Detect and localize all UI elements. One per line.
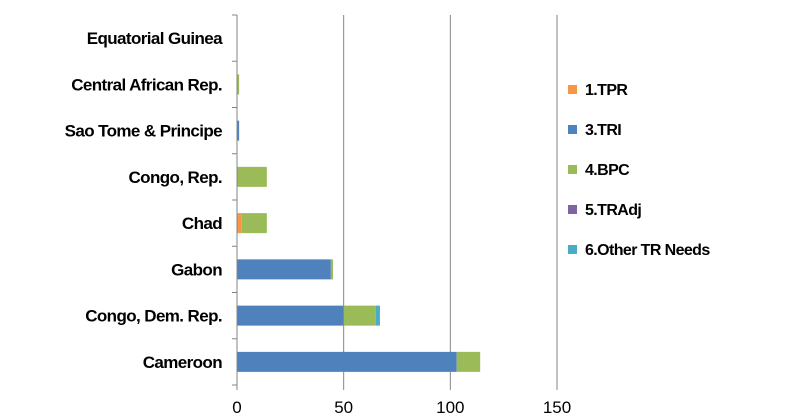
bar-segment (237, 74, 240, 95)
bar-segment (343, 305, 376, 326)
x-tick-label: 150 (543, 398, 571, 417)
legend-label: 6.Other TR Needs (585, 242, 710, 259)
category-label: Central African Rep. (71, 75, 222, 94)
bar-segment (375, 305, 380, 326)
x-tick-labels: 0 50 100 150 (232, 398, 571, 417)
bar-segment (456, 351, 481, 372)
legend-swatch (568, 85, 577, 94)
bar-segment (237, 213, 242, 234)
category-label: Cameroon (143, 353, 222, 372)
bar-segment (237, 259, 331, 280)
category-label: Congo, Dem. Rep. (85, 307, 222, 326)
bar-segment (241, 213, 267, 234)
legend-label: 1.TPR (585, 82, 628, 99)
axes (232, 14, 558, 390)
bars (237, 74, 481, 372)
bar-segment (330, 259, 333, 280)
legend-swatch (568, 165, 577, 174)
x-tick-label: 100 (436, 398, 464, 417)
category-labels: Equatorial Guinea Central African Rep. Sao… (65, 29, 224, 372)
x-tick-label: 50 (334, 398, 353, 417)
legend-label: 4.BPC (585, 162, 630, 179)
legend-swatch (568, 125, 577, 134)
legend-label: 5.TRAdj (585, 202, 641, 219)
bar-segment (237, 351, 457, 372)
category-label: Chad (182, 214, 222, 233)
category-label: Equatorial Guinea (87, 29, 223, 48)
legend-swatch (568, 245, 577, 254)
gridlines (343, 15, 558, 385)
bar-segment (237, 166, 267, 187)
x-tick-label: 0 (232, 398, 241, 417)
bar-segment (237, 120, 240, 141)
legend-swatch (568, 205, 577, 214)
category-label: Sao Tome & Principe (65, 122, 223, 141)
legend-label: 3.TRI (585, 122, 621, 139)
category-label: Gabon (171, 260, 222, 279)
bar-segment (237, 305, 344, 326)
category-label: Congo, Rep. (129, 168, 223, 187)
legend: 1.TPR 3.TRI 4.BPC 5.TRAdj 6.Other TR Needs (568, 82, 711, 259)
